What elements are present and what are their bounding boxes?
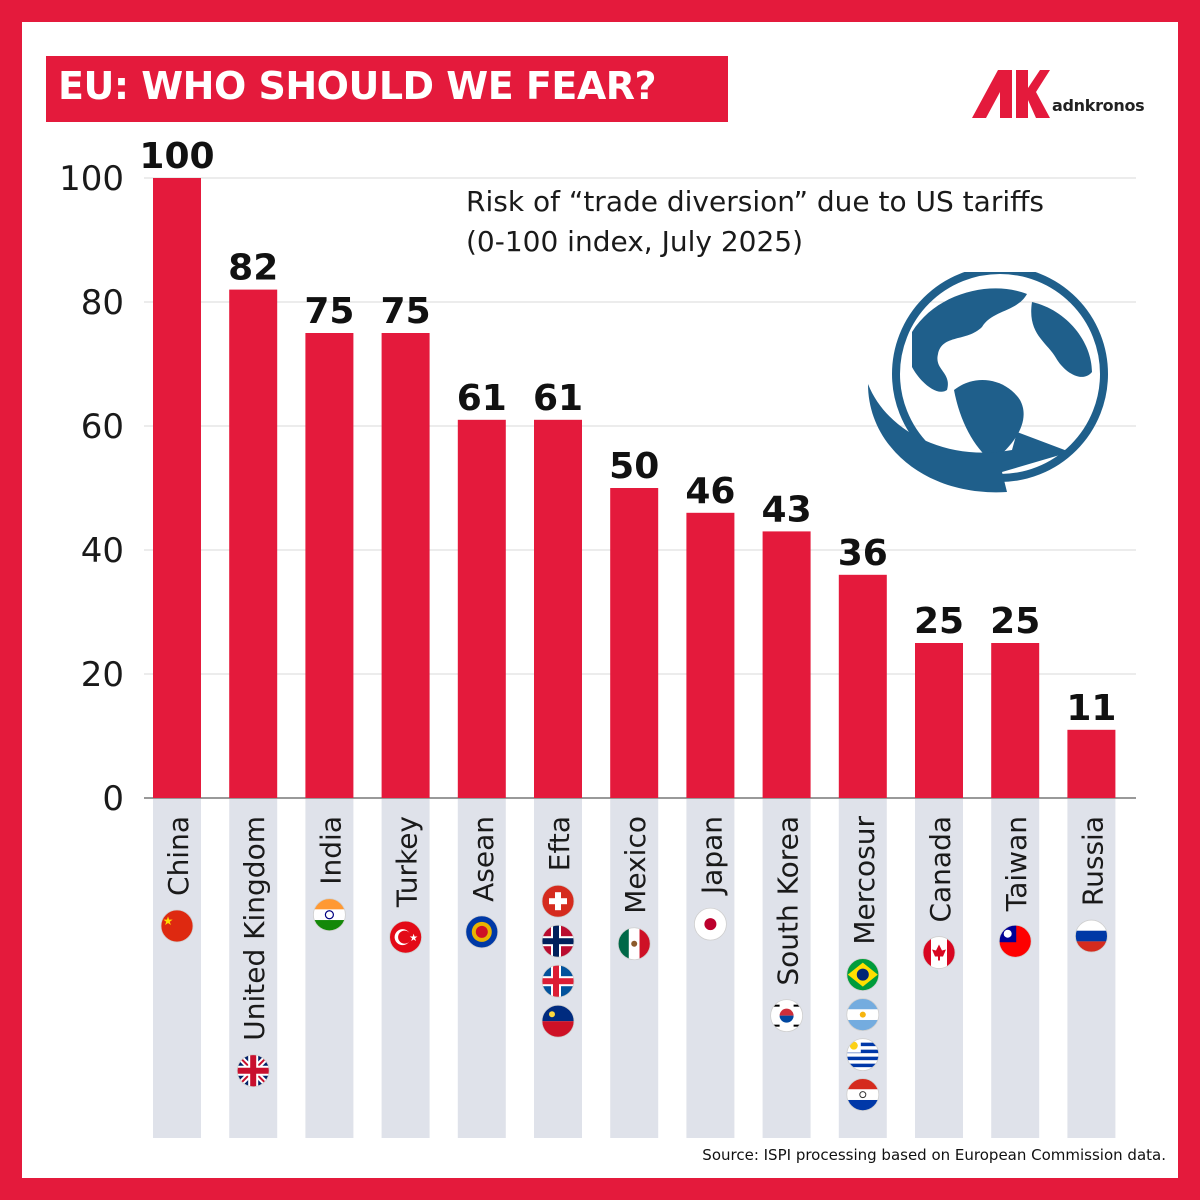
- logo-text: adnkronos: [1052, 96, 1145, 115]
- value-label: 75: [304, 291, 354, 332]
- value-label: 75: [381, 291, 431, 332]
- value-labels: 100 82 75 75 61 61 50 46 43 36 25 25 11: [139, 136, 1116, 729]
- x-tick-label: Taiwan: [1000, 816, 1033, 912]
- x-tick-label: Russia: [1076, 816, 1109, 906]
- x-tick-label: China: [162, 816, 195, 896]
- x-tick-label: South Korea: [772, 816, 805, 986]
- bar-japan: [686, 512, 735, 798]
- bar-united-kingdom: [229, 289, 278, 798]
- bar-efta: [534, 419, 582, 798]
- svg-text:★: ★: [409, 933, 418, 944]
- liechtenstein-flag-icon: [541, 1004, 575, 1038]
- category-band: [305, 798, 354, 1138]
- y-tick-label: 60: [81, 407, 124, 447]
- category-band: [610, 798, 659, 1138]
- bar-asean: [457, 419, 506, 798]
- category-band: [762, 798, 811, 1138]
- value-label: 61: [457, 378, 507, 419]
- value-label: 36: [838, 533, 888, 574]
- y-tick-label: 80: [81, 283, 124, 323]
- switzerland-flag-icon: [541, 884, 575, 918]
- y-tick-label: 0: [102, 779, 124, 819]
- adnkronos-logo-icon: [972, 70, 1050, 118]
- category-band: [457, 798, 506, 1138]
- chart-title: Risk of “trade diversion” due to US tari…: [466, 185, 1044, 218]
- bar-turkey: [381, 333, 430, 798]
- category-band: [381, 798, 430, 1138]
- x-tick-label: Mexico: [619, 816, 652, 914]
- canada-flag-icon: [922, 936, 956, 969]
- asean-flag-icon: [465, 915, 499, 949]
- svg-text:★: ★: [163, 914, 174, 928]
- x-tick-label: Japan: [695, 816, 728, 896]
- category-band: [991, 798, 1040, 1138]
- china-flag-icon: ★: [160, 909, 194, 943]
- turkey-flag-icon: ★: [389, 920, 423, 954]
- infographic-card: 0 20 40 60 80 100 100 82 75 75 61 61 50 46 43 36 25 25 11…: [22, 22, 1178, 1178]
- bar-mexico: [610, 488, 659, 798]
- bar-chart: 0 20 40 60 80 100 100 82 75 75 61 61 50 46 43 36 25 25 11…: [59, 136, 1136, 1138]
- iceland-flag-icon: [541, 964, 575, 998]
- x-tick-label: Asean: [467, 816, 500, 902]
- y-tick-label: 100: [59, 159, 124, 199]
- value-label: 50: [609, 446, 659, 487]
- bar-russia: [1067, 729, 1116, 798]
- bar-china: [153, 178, 201, 798]
- y-tick-label: 20: [81, 655, 124, 695]
- value-label: 11: [1066, 688, 1116, 729]
- adnkronos-logo: adnkronos: [970, 62, 1160, 126]
- x-tick-label: United Kingdom: [238, 816, 271, 1041]
- uruguay-flag-icon: [846, 1038, 880, 1072]
- value-label: 43: [762, 489, 812, 530]
- x-tick-label: India: [314, 816, 347, 885]
- x-tick-label: Canada: [924, 816, 957, 923]
- x-tick-label: Efta: [543, 816, 576, 871]
- value-label: 82: [228, 248, 278, 289]
- globe-arrow-icon: [868, 272, 1108, 493]
- bar-canada: [915, 643, 963, 798]
- flag-icons: ★★: [160, 884, 1108, 1112]
- mexico-flag-icon: [617, 927, 651, 961]
- united-kingdom-flag-icon: [236, 1054, 270, 1088]
- bars: [153, 178, 1116, 798]
- y-tick-label: 40: [81, 531, 124, 571]
- norway-flag-icon: [541, 924, 575, 958]
- value-label: 25: [990, 601, 1040, 642]
- bar-india: [305, 333, 354, 798]
- x-axis-labels: China United Kingdom India Turkey Asean Efta M…: [162, 816, 1109, 1041]
- title-banner: EU: WHO SHOULD WE FEAR?: [46, 56, 728, 122]
- chart-index-note: (0-100 index, July 2025): [466, 225, 804, 258]
- chart-subtitle: Risk of “trade diversion” due to US tari…: [466, 182, 1178, 262]
- bar-south-korea: [762, 531, 811, 798]
- label-bands: [153, 798, 1116, 1138]
- category-band: [153, 798, 201, 1138]
- x-tick-label: Turkey: [391, 816, 424, 908]
- bar-taiwan: [991, 643, 1040, 798]
- russia-flag-icon: [1075, 919, 1108, 953]
- argentina-flag-icon: [846, 998, 880, 1032]
- category-band: [686, 798, 735, 1138]
- taiwan-flag-icon: [998, 924, 1032, 958]
- india-flag-icon: [312, 898, 346, 932]
- source-note: Source: ISPI processing based on Europea…: [702, 1146, 1166, 1164]
- south-korea-flag-icon: [770, 999, 803, 1033]
- brazil-flag-icon: [846, 958, 880, 992]
- paraguay-flag-icon: [846, 1078, 880, 1112]
- bar-mercosur: [838, 574, 887, 798]
- y-axis-ticks: 0 20 40 60 80 100: [59, 159, 124, 819]
- x-tick-label: Mercosur: [848, 816, 881, 945]
- category-band: [1067, 798, 1116, 1138]
- value-label: 61: [533, 378, 583, 419]
- value-label: 100: [139, 136, 214, 177]
- japan-flag-icon: [694, 907, 727, 941]
- value-label: 25: [914, 601, 964, 642]
- page-title: EU: WHO SHOULD WE FEAR?: [58, 64, 657, 108]
- value-label: 46: [685, 471, 735, 512]
